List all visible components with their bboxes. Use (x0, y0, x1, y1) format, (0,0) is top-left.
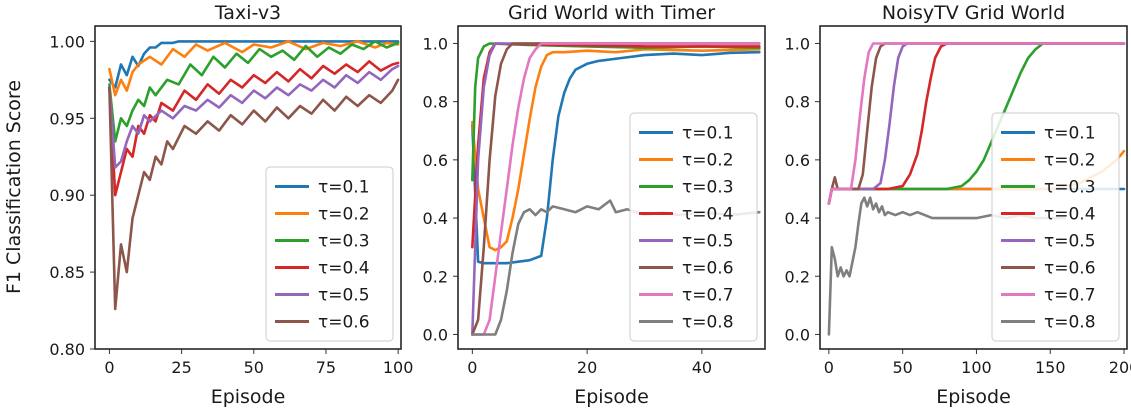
x-axis-label: Episode (574, 386, 649, 408)
plot-frame (94, 25, 402, 350)
series-line-4 (108, 60, 400, 197)
y-tick-label: 0.0 (785, 325, 810, 344)
x-tick-label: 50 (892, 358, 912, 377)
legend-label: τ=0.6 (682, 259, 734, 279)
legend: τ=0.1 τ=0.2 τ=0.3 τ=0.4 τ=0.5 τ=0.6 (265, 166, 394, 342)
legend-label: τ=0.2 (682, 151, 734, 171)
legend-label: τ=0.2 (318, 205, 370, 225)
legend-label: τ=0.4 (682, 205, 734, 225)
y-tick-label: 0.4 (785, 209, 810, 228)
x-axis-label: Episode (936, 386, 1011, 408)
y-tick-label: 0.4 (423, 209, 448, 228)
series-line-6 (471, 42, 761, 336)
series-line-3 (108, 40, 400, 143)
legend-label: τ=0.7 (1044, 286, 1096, 306)
x-tick-label: 25 (171, 358, 191, 377)
legend-label: τ=0.1 (682, 124, 734, 144)
legend-label: τ=0.2 (1044, 151, 1096, 171)
legend-label: τ=0.4 (318, 259, 370, 279)
y-tick-label: 0.85 (49, 263, 85, 282)
x-tick-label: 200 (1109, 358, 1131, 377)
legend-label: τ=0.6 (318, 313, 370, 333)
series-line-4 (827, 42, 1126, 205)
chart-panel-2: Grid World with Timer 0 20 40 0.0 0.2 0.4 0.6 0.… (423, 2, 766, 408)
x-tick-label: 0 (824, 358, 834, 377)
legend-label: τ=0.3 (1044, 178, 1096, 198)
plot-frame (457, 25, 766, 350)
series-lines (471, 42, 761, 336)
x-tick-label: 0 (467, 358, 477, 377)
x-tick-label: 75 (316, 358, 336, 377)
legend-label: τ=0.8 (682, 313, 734, 333)
chart-title: Taxi-v3 (214, 2, 281, 24)
legend-box (991, 112, 1120, 342)
chart-title: NoisyTV Grid World (882, 2, 1065, 24)
series-line-1 (108, 40, 400, 89)
y-tick-label: 0.95 (49, 109, 85, 128)
y-tick-label: 0.2 (423, 267, 448, 286)
x-tick-label: 50 (244, 358, 264, 377)
x-tick-label: 0 (104, 358, 114, 377)
legend-label: τ=0.3 (682, 178, 734, 198)
legend-label: τ=0.4 (1044, 205, 1096, 225)
y-tick-label: 0.80 (49, 340, 85, 359)
series-line-1 (471, 50, 761, 265)
legend-label: τ=0.1 (1044, 124, 1096, 144)
series-line-5 (471, 42, 761, 336)
legend-label: τ=0.5 (318, 286, 370, 306)
series-line-2 (471, 48, 761, 252)
y-tick-label: 1.00 (49, 32, 85, 51)
series-line-8 (827, 196, 1067, 336)
x-axis-label: Episode (211, 386, 286, 408)
chart-panel-3: NoisyTV Grid World 0 50 100 150 200 0.0 0.2 0.4 0… (785, 2, 1131, 408)
series-line-6 (108, 78, 400, 311)
legend-label: τ=0.8 (1044, 313, 1096, 333)
y-tick-label: 0.0 (423, 325, 448, 344)
plot-frame (819, 25, 1128, 350)
x-tick-label: 100 (383, 358, 414, 377)
legend-label: τ=0.3 (318, 232, 370, 252)
series-line-7 (471, 42, 761, 336)
y-axis-label: F1 Classification Score (3, 80, 25, 294)
series-line-6 (827, 42, 1126, 205)
chart-title: Grid World with Timer (508, 2, 715, 24)
y-tick-label: 1.0 (785, 34, 810, 53)
x-tick-label: 150 (1035, 358, 1066, 377)
y-tick-label: 0.6 (785, 151, 810, 170)
legend-label: τ=0.7 (682, 286, 734, 306)
series-line-3 (827, 42, 1126, 205)
x-tick-label: 20 (577, 358, 597, 377)
y-tick-label: 0.90 (49, 186, 85, 205)
y-tick-label: 0.8 (423, 93, 448, 112)
series-line-2 (108, 40, 400, 97)
y-tick-label: 0.2 (785, 267, 810, 286)
x-tick-label: 40 (692, 358, 712, 377)
y-tick-label: 0.8 (785, 93, 810, 112)
series-lines (108, 40, 400, 311)
x-tick-label: 100 (961, 358, 992, 377)
legend-label: τ=0.1 (318, 178, 370, 198)
legend: τ=0.1 τ=0.2 τ=0.3 τ=0.4 τ=0.5 τ=0.6 τ=0.7 τ=0.8 (991, 112, 1120, 342)
legend-label: τ=0.5 (682, 232, 734, 252)
series-line-7 (827, 42, 1126, 205)
legend-box (265, 166, 394, 342)
chart-panel-1: Taxi-v3 0 25 50 75 100 0.80 0.85 0.90 0.95 1.00 Epi… (49, 2, 413, 408)
legend-label: τ=0.5 (1044, 232, 1096, 252)
legend: τ=0.1 τ=0.2 τ=0.3 τ=0.4 τ=0.5 τ=0.6 τ=0.7 τ=0.8 (629, 112, 758, 342)
legend-box (629, 112, 758, 342)
y-tick-label: 1.0 (423, 34, 448, 53)
y-tick-label: 0.6 (423, 151, 448, 170)
legend-label: τ=0.6 (1044, 259, 1096, 279)
series-line-5 (108, 64, 400, 169)
